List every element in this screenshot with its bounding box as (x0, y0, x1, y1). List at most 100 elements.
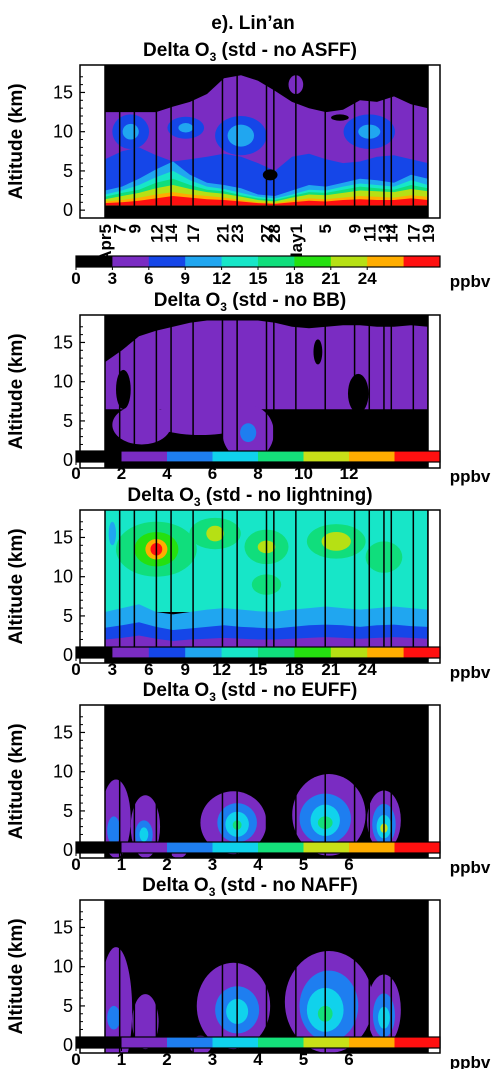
colorbar-swatch-3 (148, 256, 186, 267)
x-tick-label: 23 (228, 224, 247, 243)
colorbar-swatch-8 (394, 842, 441, 853)
y-tick-label: 0 (63, 450, 73, 470)
colorbar-tick-label: 2 (117, 464, 126, 483)
y-tick-label: 5 (63, 801, 73, 821)
colorbar-tick-label: 6 (144, 660, 153, 679)
colorbar-tick-label: 3 (108, 660, 117, 679)
title-prefix: Delta O (127, 485, 194, 506)
contour-blob-10 (331, 114, 349, 121)
y-tick-label: 15 (53, 527, 73, 547)
heatmap-panel-2: Delta O3 (std - no BB) 0 5 10 15 Altitude (km… (6, 290, 491, 486)
y-tick-label: 5 (63, 161, 73, 181)
y-tick-label: 0 (63, 1035, 73, 1055)
colorbar-swatch-8 (394, 451, 441, 462)
y-axis-label: Altitude (km) (6, 83, 27, 199)
colorbar-swatch-10 (403, 647, 441, 658)
colorbar-swatch-3 (167, 842, 213, 853)
colorbar-tick-label: 9 (180, 269, 189, 288)
colorbar-unit-label: ppbv (450, 467, 491, 486)
contour-blob-2 (107, 1005, 121, 1030)
x-tick-label: 9 (346, 224, 365, 233)
colorbar-swatch-3 (148, 647, 186, 658)
contour-band-8 (105, 196, 428, 206)
y-axis-label: Altitude (km) (6, 528, 27, 644)
x-tick-label: 28 (265, 224, 284, 243)
x-tick-label: 17 (184, 224, 203, 243)
contour-blob-5 (139, 827, 149, 842)
panel-title: Delta O3 (std - no EUFF) (143, 680, 358, 704)
x-tick-label: 21 (213, 224, 232, 243)
colorbar-tick-label: 0 (71, 269, 80, 288)
title-subscript: 3 (210, 50, 217, 64)
colorbar-swatch-4 (212, 1037, 259, 1048)
colorbar-tick-label: 6 (344, 1050, 353, 1069)
y-tick-label: 0 (63, 200, 73, 220)
contour-blob-4 (240, 423, 257, 443)
colorbar-tick-label: 12 (340, 464, 359, 483)
plot-frame (79, 314, 441, 469)
colorbar-tick-label: 21 (321, 660, 340, 679)
colorbar-tick-label: 6 (144, 269, 153, 288)
x-tick-label: 9 (125, 224, 144, 233)
colorbar-tick-label: 0 (71, 660, 80, 679)
contour-blob-2 (107, 816, 121, 845)
y-tick-label: 10 (53, 567, 73, 587)
colorbar-swatch-5 (258, 451, 304, 462)
y-axis-label: Altitude (km) (6, 333, 27, 449)
plot-area (105, 315, 428, 468)
colorbar-swatch-3 (167, 451, 213, 462)
x-tick-label: Apr5 (96, 224, 115, 263)
colorbar-swatch-1 (76, 256, 113, 267)
panel-title: Delta O3 (std - no ASFF) (143, 40, 357, 64)
colorbar-tick-label: 24 (358, 269, 377, 288)
colorbar-swatch-7 (349, 451, 395, 462)
title-suffix: (std - no ASFF) (216, 40, 357, 61)
contour-blob-9 (262, 169, 278, 181)
title-suffix: (std - no EUFF) (216, 680, 357, 701)
panel-title: Delta O3 (std - no NAFF) (142, 875, 358, 899)
colorbar-swatch-1 (76, 1037, 122, 1048)
contour-blob-6 (347, 373, 369, 414)
colorbar-tick-label: 1 (117, 1050, 126, 1069)
contour-blob-4 (178, 123, 194, 133)
colorbar-swatch-4 (185, 256, 223, 267)
panel-title: Delta O3 (std - no lightning) (127, 485, 372, 509)
colorbar-swatch-3 (167, 1037, 213, 1048)
title-prefix: Delta O (142, 875, 209, 896)
colorbar-swatch-6 (258, 256, 295, 267)
colorbar-swatch-2 (121, 842, 168, 853)
colorbar-tick-label: 3 (208, 1050, 217, 1069)
y-tick-label: 10 (53, 372, 73, 392)
colorbar-unit-label: ppbv (450, 663, 491, 682)
colorbar-swatch-6 (303, 842, 350, 853)
colorbar-swatch-2 (112, 256, 150, 267)
colorbar-tick-label: 15 (249, 660, 268, 679)
contour-blob-11 (321, 531, 351, 551)
colorbar-swatch-5 (258, 842, 304, 853)
plot-frame (79, 509, 441, 664)
colorbar-tick-label: 3 (208, 855, 217, 874)
colorbar-swatch-6 (303, 1037, 350, 1048)
x-tick-label: 7 (111, 224, 130, 233)
colorbar-swatch-1 (76, 647, 113, 658)
heatmap-panel-3: Delta O3 (std - no lightning)051015Altit… (6, 485, 491, 682)
x-tick-label: 14 (162, 223, 181, 242)
y-tick-label: 5 (63, 996, 73, 1016)
colorbar-tick-label: 18 (285, 269, 304, 288)
colorbar-tick-label: 21 (321, 269, 340, 288)
colorbar-swatch-7 (294, 256, 332, 267)
y-tick-label: 5 (63, 411, 73, 431)
y-tick-label: 15 (53, 722, 73, 742)
plot-frame (79, 704, 441, 859)
y-tick-label: 15 (53, 332, 73, 352)
plot-frame (79, 64, 441, 219)
title-prefix: Delta O (143, 680, 210, 701)
plot-area (105, 705, 428, 858)
colorbar-tick-label: 2 (162, 1050, 171, 1069)
colorbar-tick-label: 12 (212, 269, 231, 288)
y-tick-label: 10 (53, 762, 73, 782)
